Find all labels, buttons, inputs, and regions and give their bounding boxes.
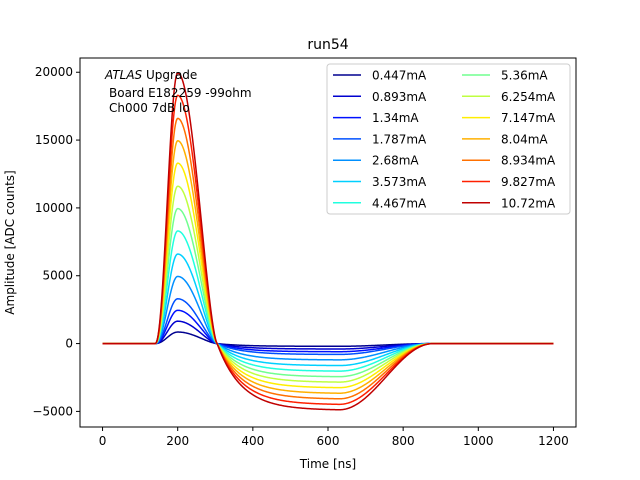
legend-label: 8.934mA xyxy=(501,154,556,168)
y-tick-label: 10000 xyxy=(35,201,73,215)
y-tick-label: 0 xyxy=(65,337,73,351)
legend-box xyxy=(326,63,571,215)
legend-label: 2.68mA xyxy=(372,154,419,168)
legend-label: 9.827mA xyxy=(501,175,556,189)
x-tick-label: 1200 xyxy=(538,434,569,448)
annotation-line-2: Board E182259 -99ohm xyxy=(109,86,252,100)
y-tick-label: 15000 xyxy=(35,133,73,147)
legend: 0.447mA 0.893mA 1.34mA 1.787mA 2.68mA 3.573mA… xyxy=(326,63,571,215)
annotation-line-3: Ch000 7dB lo xyxy=(109,101,190,115)
legend-label: 0.893mA xyxy=(372,90,427,104)
x-tick-label: 1000 xyxy=(463,434,494,448)
legend-label: 1.787mA xyxy=(372,132,427,146)
legend-label: 3.573mA xyxy=(372,175,427,189)
legend-label: 10.72mA xyxy=(501,196,556,210)
y-tick-label: 20000 xyxy=(35,65,73,79)
legend-label: 5.36mA xyxy=(501,69,548,83)
x-tick-label: 200 xyxy=(166,434,189,448)
x-tick-label: 0 xyxy=(99,434,107,448)
x-tick-label: 600 xyxy=(317,434,340,448)
y-axis-title: Amplitude [ADC counts] xyxy=(3,170,17,314)
legend-label: 4.467mA xyxy=(372,196,427,210)
legend-label: 8.04mA xyxy=(501,132,548,146)
x-axis-title: Time [ns] xyxy=(299,457,356,471)
annotation-line-1: ATLAS Upgrade xyxy=(104,68,197,82)
series-line xyxy=(102,72,554,411)
annotation-block: ATLAS Upgrade Board E182259 -99ohm Ch000… xyxy=(104,68,252,115)
legend-label: 7.147mA xyxy=(501,111,556,125)
y-tick-label: −5000 xyxy=(32,404,73,418)
annotation-atlas: ATLAS xyxy=(104,68,143,82)
legend-label: 6.254mA xyxy=(501,90,556,104)
chart-title: run54 xyxy=(307,37,348,53)
y-tick-label: 5000 xyxy=(42,269,73,283)
x-tick-label: 800 xyxy=(392,434,415,448)
legend-label: 1.34mA xyxy=(372,111,419,125)
legend-label: 0.447mA xyxy=(372,69,427,83)
series-layer xyxy=(102,72,554,411)
x-tick-label: 400 xyxy=(241,434,264,448)
annotation-upgrade: Upgrade xyxy=(142,68,197,82)
ticks-layer: 0 200 400 600 800 1000 1200 −5000 0 5000 10000 1500… xyxy=(32,65,568,448)
